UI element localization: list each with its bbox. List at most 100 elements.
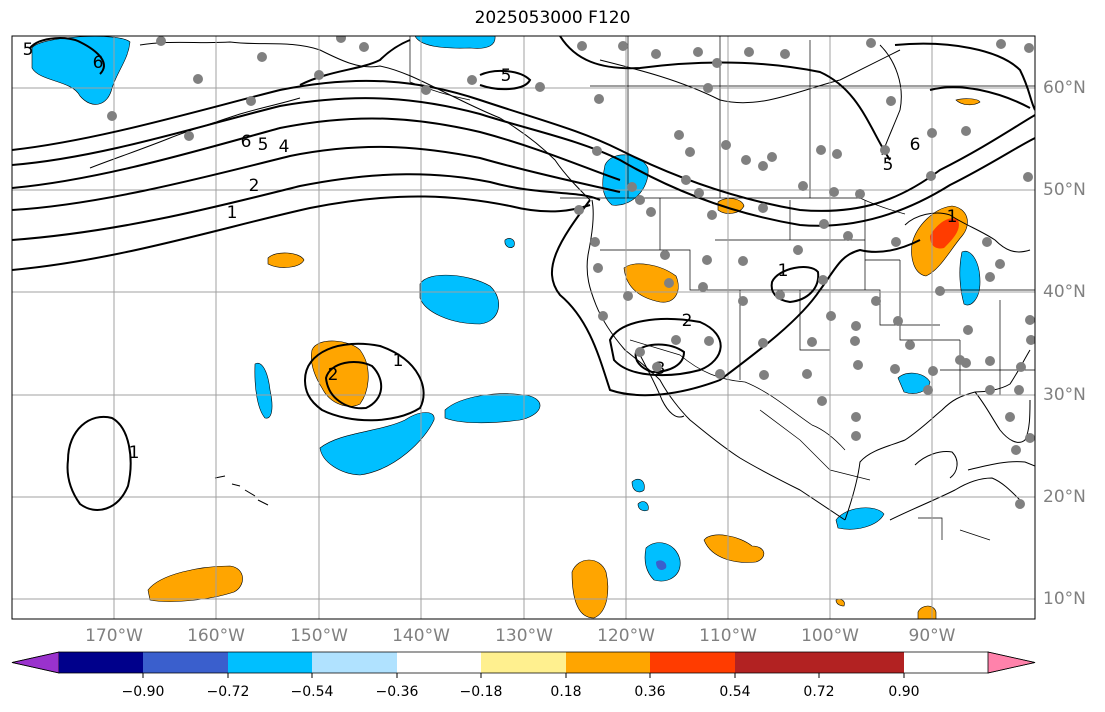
station-dot <box>467 75 477 85</box>
station-dot <box>246 96 256 106</box>
station-dot <box>961 358 971 368</box>
contour-line <box>66 415 132 511</box>
lon-label: 110°W <box>699 626 757 646</box>
station-dot <box>671 335 681 345</box>
lon-label: 90°W <box>908 626 956 646</box>
contour-line <box>12 117 621 189</box>
station-dot <box>685 147 695 157</box>
station-dot <box>817 396 827 406</box>
station-dot <box>851 412 861 422</box>
station-dot <box>712 58 722 68</box>
station-dot <box>738 296 748 306</box>
station-dot <box>698 282 708 292</box>
station-dot <box>703 83 713 93</box>
station-dot <box>702 255 712 265</box>
station-dot <box>1005 412 1015 422</box>
station-markers <box>107 36 1035 509</box>
colorbar-segment <box>819 652 904 673</box>
hawaii-islands <box>214 475 269 506</box>
contour-line <box>929 86 1031 109</box>
station-dot <box>780 49 790 59</box>
contour-label: 1 <box>227 203 238 223</box>
lat-label: 60°N <box>1043 78 1086 98</box>
contour-label: 1 <box>393 351 404 371</box>
lon-label: 120°W <box>597 626 655 646</box>
contour-line <box>894 42 1035 111</box>
station-dot <box>855 189 865 199</box>
station-dot <box>257 52 267 62</box>
station-dot <box>758 338 768 348</box>
anomaly-fills <box>31 36 981 619</box>
canada-provinces <box>590 36 1035 198</box>
colorbar-tick-label: −0.90 <box>121 684 165 700</box>
florida-coast <box>974 391 1031 443</box>
contour-line <box>12 97 1035 227</box>
anomaly-blob-pos <box>955 98 981 106</box>
station-dot <box>793 245 803 255</box>
contour-label: 4 <box>279 137 290 157</box>
yucatan-coast <box>914 451 958 479</box>
contour-labels: 6 5 6 5 4 2 1 5 5 6 1 2 3 1 2 1 1 <box>23 40 958 463</box>
contour-label: 6 <box>93 53 104 73</box>
station-dot <box>996 39 1006 49</box>
contour-line <box>12 145 621 211</box>
anomaly-blob-neg <box>414 36 496 49</box>
gulf-coast <box>844 349 1031 521</box>
colorbar-segment <box>566 652 650 673</box>
contours <box>12 36 1035 511</box>
station-dot <box>928 366 938 376</box>
anomaly-blob-pos-strong <box>930 218 959 249</box>
station-dot <box>1016 362 1026 372</box>
anomaly-blob-neg <box>444 393 541 424</box>
station-dot <box>1011 445 1021 455</box>
station-dot <box>767 152 777 162</box>
anomaly-blob-neg <box>254 362 273 419</box>
anomaly-blob-neg <box>319 412 435 476</box>
station-dot <box>829 187 839 197</box>
station-dot <box>635 195 645 205</box>
station-dot <box>802 369 812 379</box>
station-dot <box>623 291 633 301</box>
lon-label: 170°W <box>85 626 143 646</box>
station-dot <box>985 385 995 395</box>
station-dot <box>535 82 545 92</box>
cuba-coast <box>967 461 1035 471</box>
hudson-bay-coast <box>879 44 902 156</box>
station-dot <box>1026 335 1035 345</box>
colorbar-segment <box>312 652 397 673</box>
station-dot <box>694 188 704 198</box>
contour-label: 2 <box>249 176 260 196</box>
station-dot <box>905 340 915 350</box>
anomaly-blob-neg <box>959 250 981 306</box>
station-dot <box>1015 499 1025 509</box>
mexico-states <box>759 409 991 541</box>
contour-line <box>550 199 921 397</box>
colorbar-tick-label: 0.90 <box>888 684 920 700</box>
station-dot <box>693 47 703 57</box>
colorbar-tick-label: 0.54 <box>719 684 751 700</box>
colorbar-segment <box>481 652 566 673</box>
colorbar-tick-label: −0.54 <box>290 684 334 700</box>
canada-coast <box>599 49 901 104</box>
lon-label: 160°W <box>187 626 245 646</box>
station-dot <box>627 182 637 192</box>
station-dot <box>193 74 203 84</box>
colorbar-tick-label: 0.18 <box>550 684 582 700</box>
station-dot <box>707 210 717 220</box>
station-dot <box>674 130 684 140</box>
station-dot <box>871 296 881 306</box>
contour-label: 1 <box>778 261 789 281</box>
station-dot <box>851 431 861 441</box>
station-dot <box>590 237 600 247</box>
anomaly-blob-neg <box>637 501 649 512</box>
station-dot <box>923 385 933 395</box>
station-dot <box>759 370 769 380</box>
coastlines <box>89 41 1035 521</box>
station-dot <box>646 207 656 217</box>
station-dot <box>890 364 900 374</box>
contour-label: 5 <box>501 66 512 86</box>
lat-label: 40°N <box>1043 282 1086 302</box>
colorbar-tick-label: −0.18 <box>459 684 503 700</box>
station-dot <box>1023 172 1033 182</box>
